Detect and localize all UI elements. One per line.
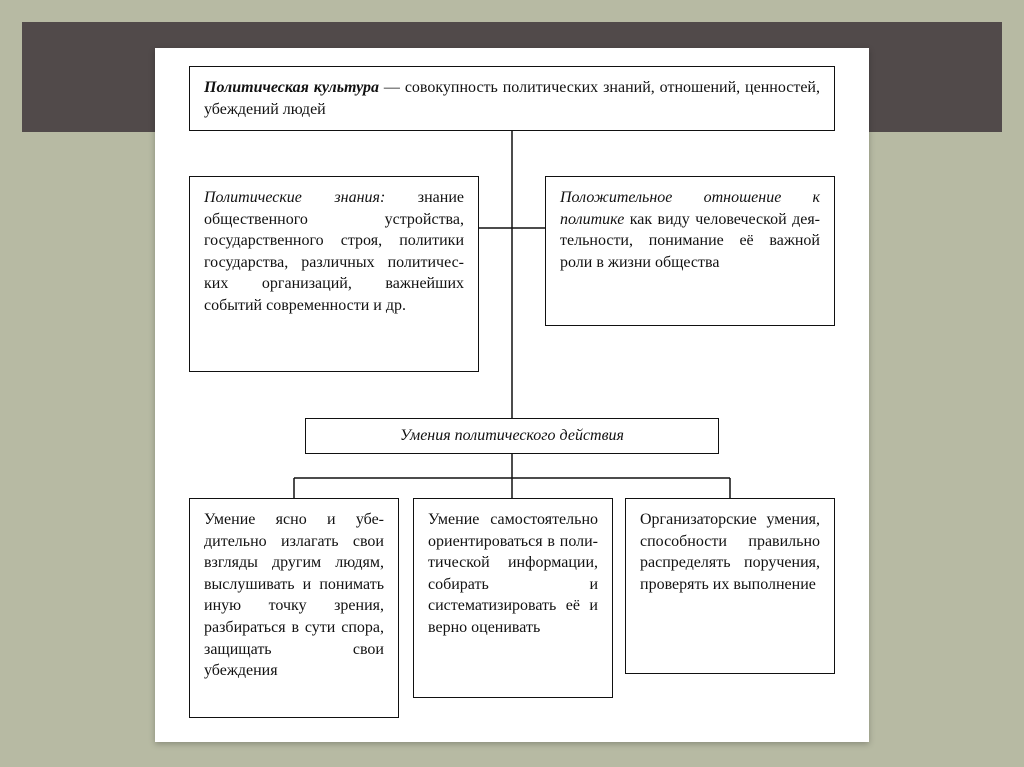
mid-left-rest: зна­ние общественного устрой­ства, госуд… (204, 189, 464, 314)
title-box: Политическая культура — совокупность пол… (189, 66, 835, 131)
title-dash: — (379, 79, 405, 96)
title-term: Политическая культура (204, 79, 379, 96)
mid-left-box: Политические знания: зна­ние общественно… (189, 176, 479, 372)
mid-right-box: Положительное отно­шение к политике как … (545, 176, 835, 326)
bottom-left-box: Умение ясно и убе­дительно излагать свои… (189, 498, 399, 718)
bottom-mid-box: Умение самосто­ятельно ориенти­роваться … (413, 498, 613, 698)
skills-title-text: Умения политического действия (400, 427, 624, 444)
bottom-left-text: Умение ясно и убе­дительно излагать свои… (204, 511, 384, 679)
bottom-right-text: Организаторские умения, способ­ности пра… (640, 511, 820, 593)
diagram-sheet: Политическая культура — совокупность пол… (155, 48, 869, 742)
bottom-right-box: Организаторские умения, способ­ности пра… (625, 498, 835, 674)
page-background: Политическая культура — совокупность пол… (0, 0, 1024, 767)
bottom-mid-text: Умение самосто­ятельно ориенти­роваться … (428, 511, 598, 636)
skills-title-box: Умения политического действия (305, 418, 719, 454)
mid-left-term: Политические знания: (204, 189, 385, 206)
